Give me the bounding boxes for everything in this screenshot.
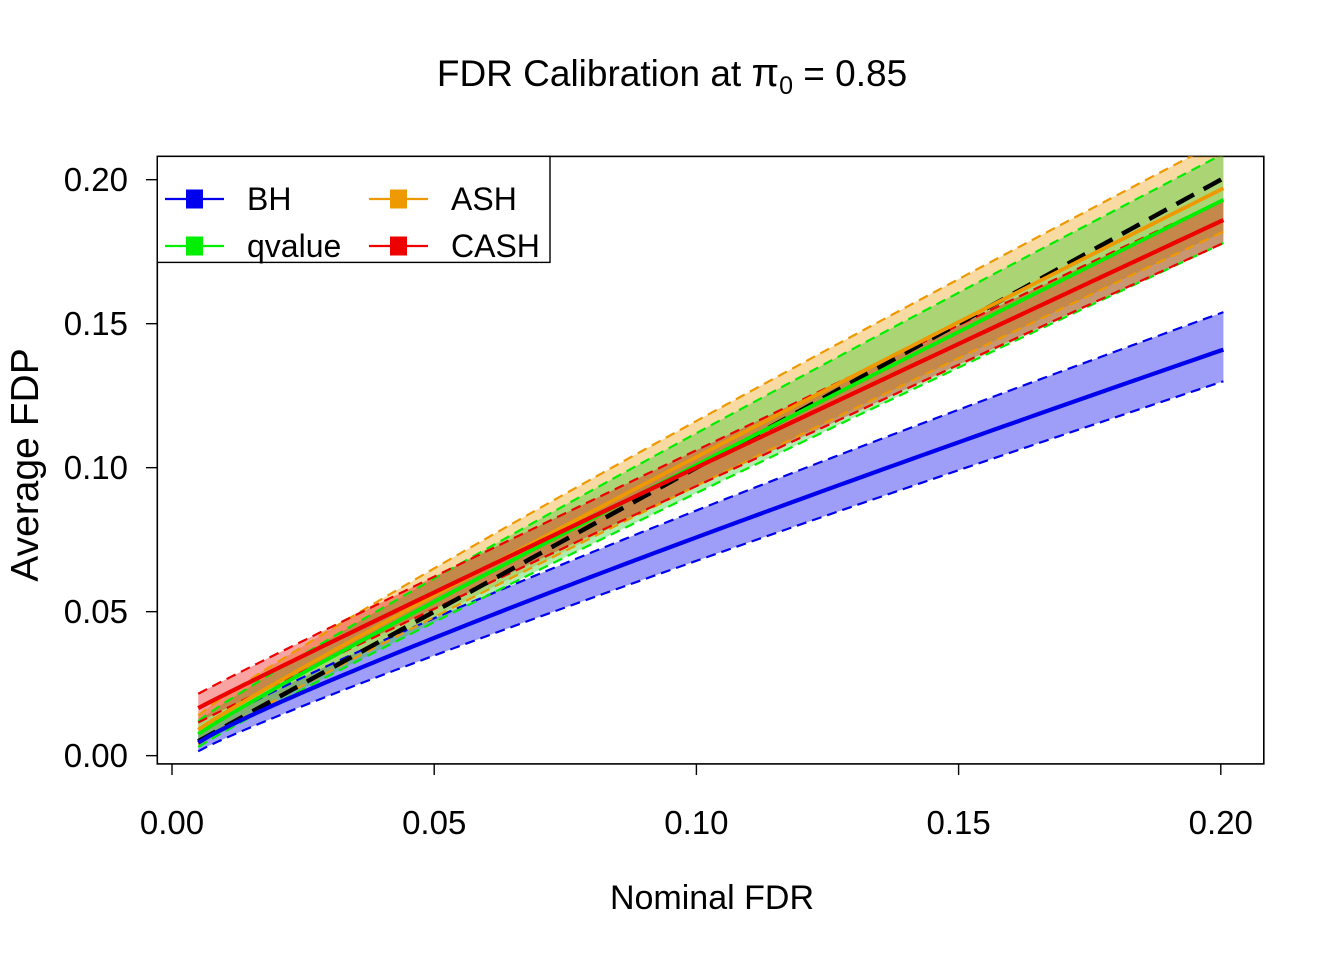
- svg-text:0.20: 0.20: [64, 161, 128, 198]
- svg-text:0.15: 0.15: [926, 804, 990, 841]
- svg-text:0.00: 0.00: [140, 804, 204, 841]
- svg-text:0.05: 0.05: [402, 804, 466, 841]
- svg-text:ASH: ASH: [451, 181, 517, 217]
- svg-text:qvalue: qvalue: [247, 228, 341, 264]
- svg-text:CASH: CASH: [451, 228, 540, 264]
- svg-text:Average FDP: Average FDP: [4, 348, 47, 581]
- svg-text:BH: BH: [247, 181, 291, 217]
- svg-text:FDR Calibration at π0 = 0.85: FDR Calibration at π0 = 0.85: [437, 51, 907, 100]
- svg-text:0.10: 0.10: [64, 449, 128, 486]
- svg-text:0.20: 0.20: [1189, 804, 1253, 841]
- svg-text:0.00: 0.00: [64, 737, 128, 774]
- svg-text:0.05: 0.05: [64, 593, 128, 630]
- svg-text:0.15: 0.15: [64, 305, 128, 342]
- svg-text:Nominal FDR: Nominal FDR: [610, 879, 814, 917]
- svg-text:0.10: 0.10: [664, 804, 728, 841]
